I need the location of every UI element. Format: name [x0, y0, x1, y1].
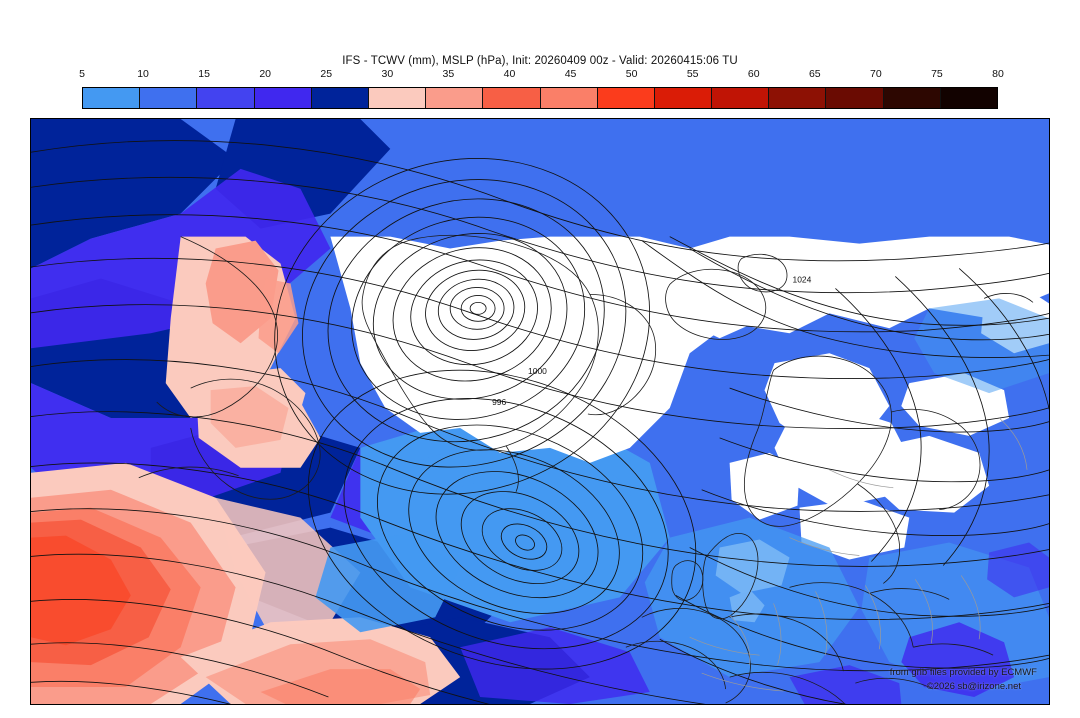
colorbar-band-25: [310, 88, 368, 108]
colorbar-bands: [82, 87, 998, 109]
page-title: IFS - TCWV (mm), MSLP (hPa), Init: 20260…: [342, 55, 738, 67]
colorbar-band-40: [482, 88, 540, 108]
colorbar-band-65: [768, 88, 826, 108]
country-borders: [689, 417, 1028, 692]
colorbar-band-10: [139, 88, 197, 108]
colorbar: 5 10 15 20 25 30 35 40 45 50 55 60 65 70 75 80: [79, 68, 1004, 109]
isobar-labels: 1024 1000 996: [492, 274, 812, 407]
colorbar-tick-30: 30: [381, 68, 394, 80]
colorbar-band-60: [711, 88, 769, 108]
isobar-label: 1024: [793, 274, 812, 284]
colorbar-band-55: [653, 88, 712, 108]
colorbar-band-70: [825, 88, 883, 108]
isobar-label: 996: [492, 397, 506, 407]
colorbar-band-80: [939, 88, 997, 108]
colorbar-tick-75: 75: [931, 68, 943, 80]
colorbar-band-45: [539, 88, 597, 108]
map-canvas[interactable]: 1024 1000 996 from grib files provided b…: [30, 118, 1050, 705]
colorbar-tick-55: 55: [686, 68, 699, 80]
colorbar-tick-25: 25: [320, 68, 333, 80]
colorbar-tick-50: 50: [625, 68, 638, 80]
colorbar-band-75: [882, 88, 940, 108]
colorbar-tick-20: 20: [259, 68, 272, 80]
colorbar-tick-15: 15: [198, 68, 210, 80]
colorbar-tick-70: 70: [870, 68, 882, 80]
colorbar-tick-5: 5: [79, 68, 85, 80]
data-source-credit: from grib files provided by ECMWF: [889, 667, 1037, 678]
colorbar-tick-65: 65: [808, 68, 821, 80]
copyright-credit: ©2026 sb@irizone.net: [926, 681, 1021, 692]
colorbar-band-50: [596, 88, 654, 108]
colorbar-tick-45: 45: [564, 68, 577, 80]
coastlines: [138, 234, 1034, 704]
colorbar-band-15: [196, 88, 254, 108]
colorbar-tick-60: 60: [747, 68, 760, 80]
colorbar-band-20: [253, 88, 311, 108]
colorbar-tick-80: 80: [992, 68, 1004, 80]
map-svg: 1024 1000 996: [31, 119, 1049, 704]
colorbar-tick-10: 10: [137, 68, 149, 80]
colorbar-tick-35: 35: [442, 68, 455, 80]
colorbar-band-35: [425, 88, 483, 108]
colorbar-band-5: [83, 88, 140, 108]
colorbar-tick-40: 40: [503, 68, 516, 80]
colorbar-tick-labels: 5 10 15 20 25 30 35 40 45 50 55 60 65 70 75 80: [79, 68, 1004, 84]
isobar-label: 1000: [528, 366, 547, 376]
tcwv-filled-contours: [31, 119, 1049, 704]
colorbar-band-30: [367, 88, 426, 108]
